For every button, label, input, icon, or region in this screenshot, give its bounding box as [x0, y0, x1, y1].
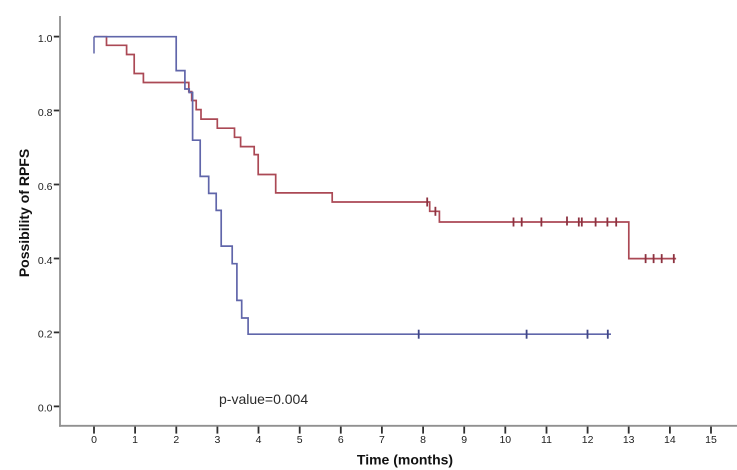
svg-text:5: 5	[297, 434, 303, 446]
svg-text:15: 15	[705, 434, 717, 446]
svg-text:0.4: 0.4	[38, 255, 53, 267]
svg-text:14: 14	[664, 434, 676, 446]
svg-text:Possibility of RPFS: Possibility of RPFS	[16, 149, 32, 277]
svg-text:9: 9	[461, 434, 467, 446]
svg-text:6: 6	[338, 434, 344, 446]
svg-text:13: 13	[623, 434, 635, 446]
svg-text:p-value=0.004: p-value=0.004	[219, 391, 308, 407]
svg-text:Time (months): Time (months)	[357, 452, 453, 468]
svg-text:0.0: 0.0	[38, 403, 53, 415]
svg-text:0.8: 0.8	[38, 107, 53, 119]
svg-text:1: 1	[132, 434, 138, 446]
svg-text:12: 12	[582, 434, 594, 446]
svg-text:4: 4	[256, 434, 262, 446]
svg-text:0: 0	[91, 434, 97, 446]
svg-text:1.0: 1.0	[38, 33, 53, 45]
svg-text:2: 2	[173, 434, 179, 446]
svg-text:8: 8	[420, 434, 426, 446]
svg-text:7: 7	[379, 434, 385, 446]
svg-text:0.6: 0.6	[38, 181, 53, 193]
svg-text:10: 10	[499, 434, 511, 446]
svg-text:0.2: 0.2	[38, 329, 53, 341]
svg-text:3: 3	[214, 434, 220, 446]
svg-text:11: 11	[541, 434, 552, 446]
